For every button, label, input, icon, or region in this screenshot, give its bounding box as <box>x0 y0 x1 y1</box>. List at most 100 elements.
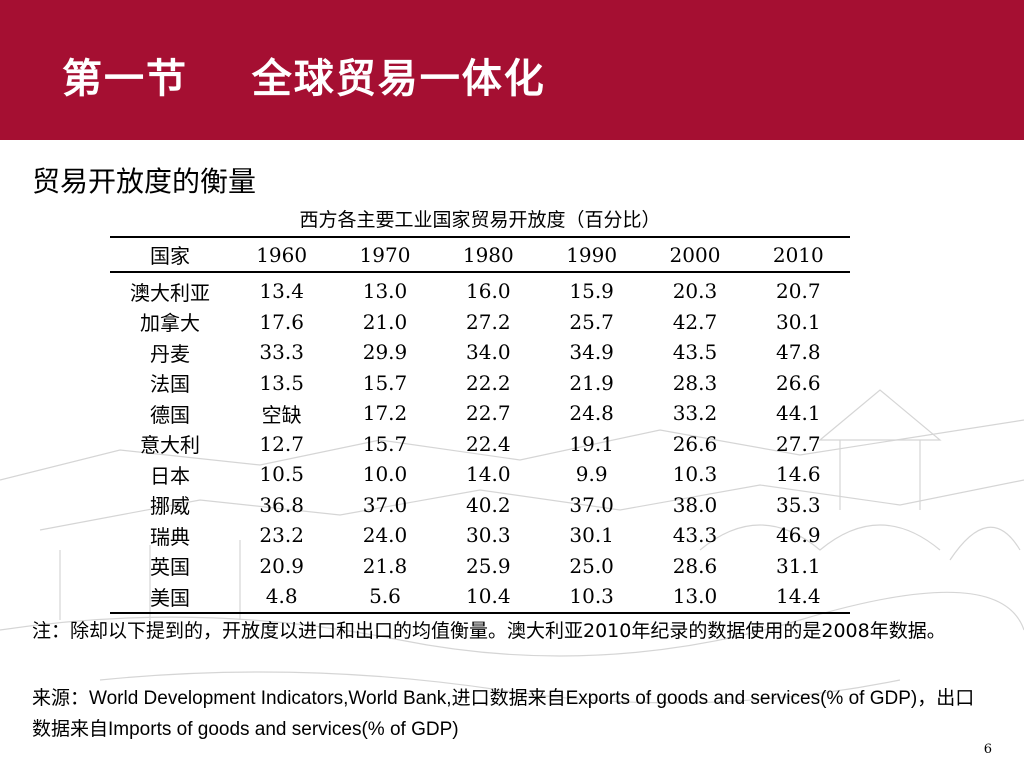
table-row: 法国 13.5 15.7 22.2 21.9 28.3 26.6 <box>110 368 850 399</box>
value-cell: 25.7 <box>569 309 614 334</box>
country-cell: 加拿大 <box>140 311 200 336</box>
value-cell: 15.7 <box>362 431 408 456</box>
country-cell: 意大利 <box>140 433 200 458</box>
column-header-1960: 1960 <box>230 236 334 273</box>
country-cell: 法国 <box>150 372 190 397</box>
value-cell: 30.1 <box>569 523 614 548</box>
value-cell: 25.9 <box>466 553 511 578</box>
value-cell: 24.0 <box>362 523 408 548</box>
value-cell: 46.9 <box>776 523 821 548</box>
source-citation: 来源：World Development Indicators,World Ba… <box>32 688 975 740</box>
country-cell: 丹麦 <box>150 341 190 366</box>
trade-openness-table: 国家 1960 1970 1980 1990 2000 2010 澳大利亚 13… <box>110 236 850 614</box>
value-cell: 26.6 <box>672 431 718 456</box>
value-cell: 38.0 <box>672 492 718 517</box>
value-cell: 17.2 <box>362 401 408 426</box>
value-cell: 17.6 <box>259 309 304 334</box>
value-cell: 15.9 <box>569 279 614 304</box>
table-caption: 西方各主要工业国家贸易开放度（百分比） <box>299 209 661 231</box>
value-cell: 13.4 <box>259 279 304 304</box>
value-cell: 16.0 <box>466 279 511 304</box>
value-cell: 10.4 <box>436 581 540 614</box>
column-header-2010: 2010 <box>746 236 850 273</box>
value-cell: 37.0 <box>362 492 408 517</box>
value-cell: 27.7 <box>776 431 821 456</box>
value-cell: 22.4 <box>466 431 511 456</box>
value-cell: 20.7 <box>776 279 821 304</box>
value-cell: 15.7 <box>362 370 408 395</box>
table-header-row: 国家 1960 1970 1980 1990 2000 2010 <box>110 236 850 273</box>
table-row: 英国 20.9 21.8 25.9 25.0 28.6 31.1 <box>110 551 850 582</box>
value-cell: 14.6 <box>776 462 821 487</box>
value-cell: 33.3 <box>259 340 304 365</box>
value-cell: 10.0 <box>362 462 408 487</box>
value-cell: 29.9 <box>362 340 408 365</box>
table-row: 美国 4.8 5.6 10.4 10.3 13.0 14.4 <box>110 581 850 614</box>
value-cell: 28.3 <box>672 370 718 395</box>
value-cell: 24.8 <box>569 401 614 426</box>
value-cell: 20.9 <box>259 553 304 578</box>
title-banner: 第一节 全球贸易一体化 <box>0 0 1024 140</box>
value-cell: 14.4 <box>746 581 850 614</box>
table-row: 日本 10.5 10.0 14.0 9.9 10.3 14.6 <box>110 459 850 490</box>
value-cell: 20.3 <box>672 279 718 304</box>
table-row: 澳大利亚 13.4 13.0 16.0 15.9 20.3 20.7 <box>110 272 850 307</box>
country-cell: 挪威 <box>150 494 190 519</box>
value-cell: 43.3 <box>672 523 718 548</box>
value-cell: 34.9 <box>569 340 614 365</box>
country-cell: 美国 <box>110 581 230 614</box>
slide-title: 第一节 全球贸易一体化 <box>62 55 546 102</box>
value-cell: 9.9 <box>575 462 608 487</box>
value-cell: 25.0 <box>569 553 614 578</box>
value-cell: 21.9 <box>569 370 614 395</box>
value-cell: 23.2 <box>259 523 304 548</box>
value-cell: 34.0 <box>466 340 511 365</box>
value-cell: 22.2 <box>466 370 511 395</box>
value-cell: 13.0 <box>643 581 747 614</box>
table-row: 丹麦 33.3 29.9 34.0 34.9 43.5 47.8 <box>110 337 850 368</box>
column-header-1970: 1970 <box>333 236 437 273</box>
table-row: 加拿大 17.6 21.0 27.2 25.7 42.7 30.1 <box>110 307 850 338</box>
value-cell: 19.1 <box>569 431 614 456</box>
value-cell: 22.7 <box>466 401 511 426</box>
column-header-1990: 1990 <box>539 236 644 273</box>
value-cell: 35.3 <box>776 492 821 517</box>
value-cell: 4.8 <box>230 581 334 614</box>
value-cell: 10.5 <box>259 462 304 487</box>
country-cell: 瑞典 <box>150 524 190 549</box>
value-cell: 30.1 <box>776 309 821 334</box>
column-header-2000: 2000 <box>643 236 747 273</box>
value-cell: 5.6 <box>333 581 437 614</box>
table-row: 挪威 36.8 37.0 40.2 37.0 38.0 35.3 <box>110 490 850 521</box>
value-cell: 27.2 <box>466 309 511 334</box>
country-cell: 英国 <box>150 555 190 580</box>
country-cell: 日本 <box>150 463 190 488</box>
value-cell: 21.8 <box>362 553 408 578</box>
table-row: 德国 空缺 17.2 22.7 24.8 33.2 44.1 <box>110 398 850 429</box>
table-row: 意大利 12.7 15.7 22.4 19.1 26.6 27.7 <box>110 429 850 460</box>
country-cell: 澳大利亚 <box>130 280 210 305</box>
value-cell: 10.3 <box>539 581 644 614</box>
country-cell: 德国 <box>150 402 190 427</box>
background-architecture-sketch <box>0 389 1024 704</box>
value-cell: 36.8 <box>259 492 304 517</box>
value-cell: 37.0 <box>569 492 614 517</box>
value-cell: 30.3 <box>466 523 511 548</box>
page-number: 6 <box>983 742 992 757</box>
value-cell: 47.8 <box>776 340 821 365</box>
table-row: 瑞典 23.2 24.0 30.3 30.1 43.3 46.9 <box>110 520 850 551</box>
value-cell: 44.1 <box>776 401 821 426</box>
column-header-1980: 1980 <box>436 236 540 273</box>
value-cell: 13.0 <box>362 279 408 304</box>
section-subtitle: 贸易开放度的衡量 <box>32 165 257 198</box>
value-cell: 26.6 <box>776 370 821 395</box>
value-cell: 31.1 <box>776 553 821 578</box>
value-cell: 14.0 <box>466 462 511 487</box>
footnote: 注：除却以下提到的，开放度以进口和出口的均值衡量。澳大利亚2010年纪录的数据使… <box>32 620 946 642</box>
value-cell: 40.2 <box>466 492 511 517</box>
value-cell: 33.2 <box>672 401 718 426</box>
value-cell: 10.3 <box>672 462 718 487</box>
column-header-country: 国家 <box>110 236 230 273</box>
value-cell: 43.5 <box>672 340 718 365</box>
value-cell: 28.6 <box>672 553 718 578</box>
